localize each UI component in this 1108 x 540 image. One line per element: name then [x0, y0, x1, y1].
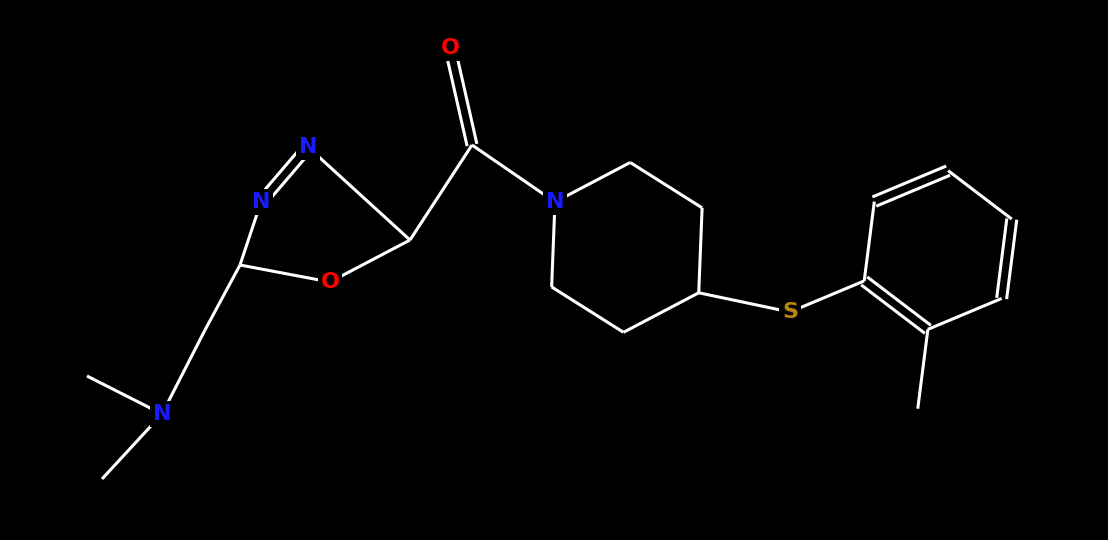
Text: N: N — [252, 192, 270, 212]
Text: S: S — [782, 302, 798, 322]
Text: N: N — [546, 192, 564, 212]
Text: O: O — [320, 272, 339, 292]
Text: N: N — [153, 404, 172, 424]
Text: N: N — [299, 137, 317, 157]
Text: O: O — [441, 38, 460, 58]
